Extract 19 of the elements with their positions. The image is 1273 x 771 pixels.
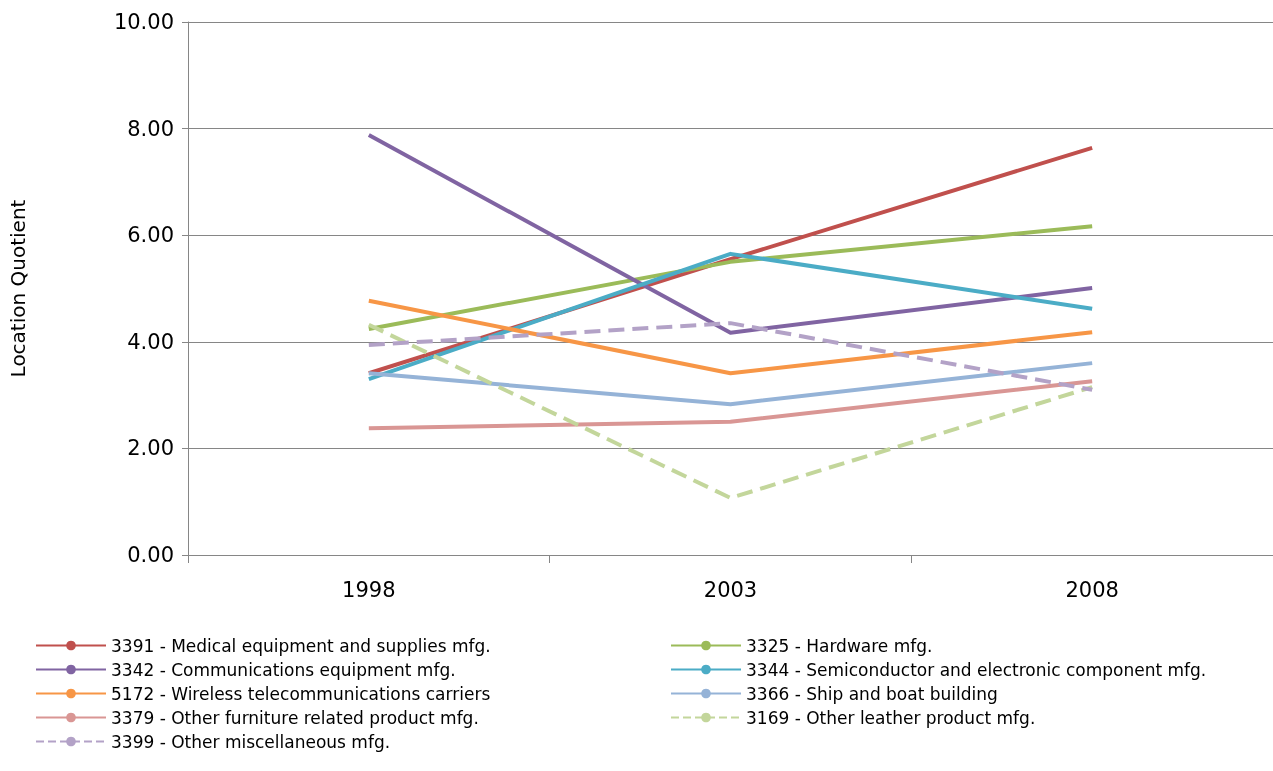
legend-label: 3342 - Communications equipment mfg. (111, 659, 456, 680)
y-axis-title: Location Quotient (6, 199, 30, 378)
y-tick-label: 10.00 (113, 10, 174, 34)
legend-label: 3399 - Other miscellaneous mfg. (111, 731, 391, 752)
y-tick-label: 2.00 (127, 436, 174, 461)
legend-label: 3391 - Medical equipment and supplies mfg. (111, 635, 491, 656)
legend-label: 3344 - Semiconductor and electronic component mfg. (746, 659, 1207, 680)
y-tick-label: 6.00 (127, 223, 174, 248)
y-tick-label: 0.00 (127, 543, 174, 567)
y-tick-label: 8.00 (127, 116, 174, 141)
legend-label: 3325 - Hardware mfg. (746, 635, 933, 656)
y-tick-label: 4.00 (127, 329, 174, 354)
x-tick-label: 1998 (342, 577, 396, 602)
x-tick-label: 2008 (1065, 577, 1119, 602)
legend-label: 3366 - Ship and boat building (746, 683, 998, 704)
legend-label: 5172 - Wireless telecommunications carriers (111, 683, 491, 704)
legend-label: 3169 - Other leather product mfg. (746, 707, 1036, 728)
x-tick-label: 2003 (703, 577, 758, 602)
legend-label: 3379 - Other furniture related product mfg. (111, 707, 479, 728)
